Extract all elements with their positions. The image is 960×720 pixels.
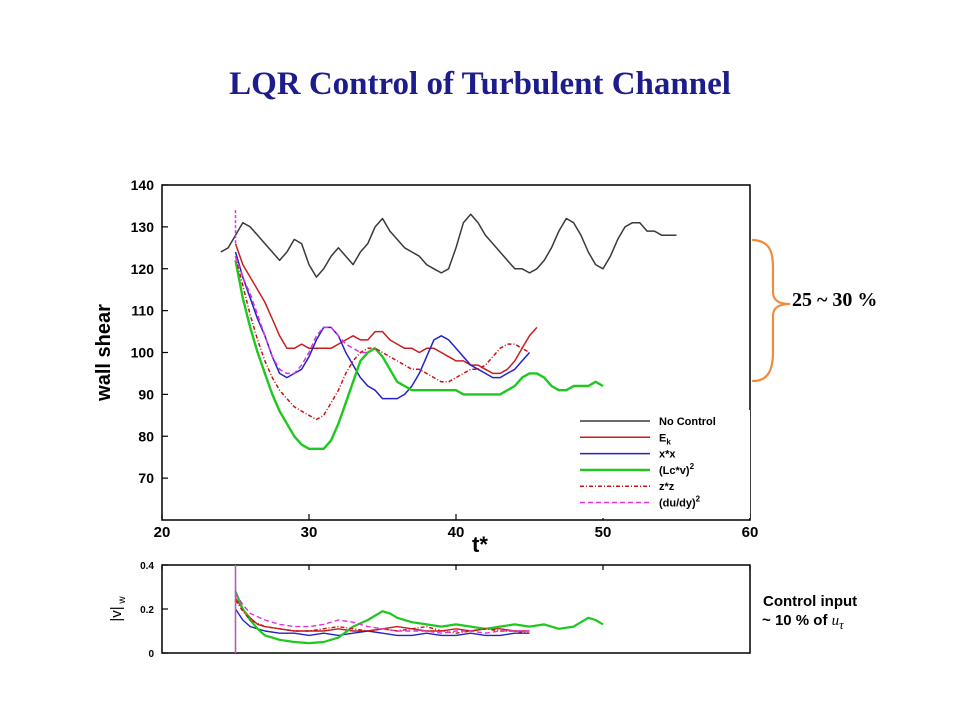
series-line-0 xyxy=(220,213,677,278)
x-tick-label: 50 xyxy=(595,524,612,541)
y-tick-label: 80 xyxy=(138,428,154,444)
series-line-2 xyxy=(234,251,531,400)
y-axis-label: wall shear xyxy=(93,304,115,402)
reduction-bracket xyxy=(751,238,791,383)
legend-label: No Control xyxy=(659,416,716,428)
series-line-1 xyxy=(234,243,538,375)
x-tick-label: 40 xyxy=(448,524,465,541)
slide-title: LQR Control of Turbulent Channel xyxy=(229,66,731,102)
x-tick-label: 30 xyxy=(301,524,318,541)
legend-label: (du/dy)2 xyxy=(659,495,701,510)
y-tick-label: 0 xyxy=(148,649,154,660)
legend-text: z*z xyxy=(659,481,675,493)
reduction-label: 25 ~ 30 % xyxy=(792,289,878,311)
series-line-2 xyxy=(234,590,604,645)
series-line-4 xyxy=(234,593,530,634)
legend-text: x*x xyxy=(659,449,676,461)
y-axis-label-text: |v| xyxy=(108,606,125,621)
y-tick-label: 0.2 xyxy=(140,605,154,616)
y-tick-label: 130 xyxy=(131,219,155,235)
series-line-3 xyxy=(234,260,604,450)
legend-subscript: k xyxy=(666,437,671,446)
legend-text: No Control xyxy=(659,416,716,428)
x-axis-label: t* xyxy=(472,532,488,557)
y-tick-label: 140 xyxy=(131,177,155,193)
friction-velocity-symbol: u xyxy=(831,613,840,629)
y-tick-label: 110 xyxy=(131,303,154,319)
y-tick-label: 0.4 xyxy=(140,561,154,572)
tilde-symbol: ~ xyxy=(762,612,771,629)
series-line-1 xyxy=(234,608,530,637)
x-tick-label: 20 xyxy=(154,524,171,541)
legend-text: E xyxy=(659,432,666,444)
curly-brace xyxy=(751,238,791,383)
legend-label: x*x xyxy=(659,449,676,461)
magnitude-text: 10 % of xyxy=(774,612,828,629)
control-input-label: Control input xyxy=(763,593,858,610)
y-tick-label: 70 xyxy=(138,470,154,486)
legend-label: z*z xyxy=(659,481,675,493)
y-axis-label: |v| w xyxy=(108,596,128,622)
y-tick-label: 100 xyxy=(131,345,155,361)
legend-text: (Lc*v) xyxy=(659,465,690,477)
control-input-magnitude: ~ 10 % of uτ xyxy=(762,612,844,633)
wall-shear-chart: 70 80 90 100 110 120 130 140 20 30 40 50 60 wall shea… xyxy=(93,177,758,557)
legend-label: (Lc*v)2 xyxy=(659,462,695,477)
series-line-3 xyxy=(234,599,530,634)
legend-superscript: 2 xyxy=(690,462,695,471)
legend-box xyxy=(572,410,750,518)
legend-superscript: 2 xyxy=(696,495,701,504)
plot-frame xyxy=(161,564,751,654)
y-axis-label-subscript: w xyxy=(117,596,128,607)
y-tick-label: 90 xyxy=(138,386,154,402)
control-input-chart: 0 0.2 0.4 |v| w xyxy=(108,561,751,660)
legend-label: Ek xyxy=(659,432,671,446)
x-tick-label: 60 xyxy=(742,524,759,541)
legend-text: (du/dy) xyxy=(659,498,696,510)
y-tick-label: 120 xyxy=(131,261,155,277)
series-line-0 xyxy=(234,597,530,632)
friction-velocity-subscript: τ xyxy=(839,618,844,632)
series-line-5 xyxy=(234,255,368,375)
